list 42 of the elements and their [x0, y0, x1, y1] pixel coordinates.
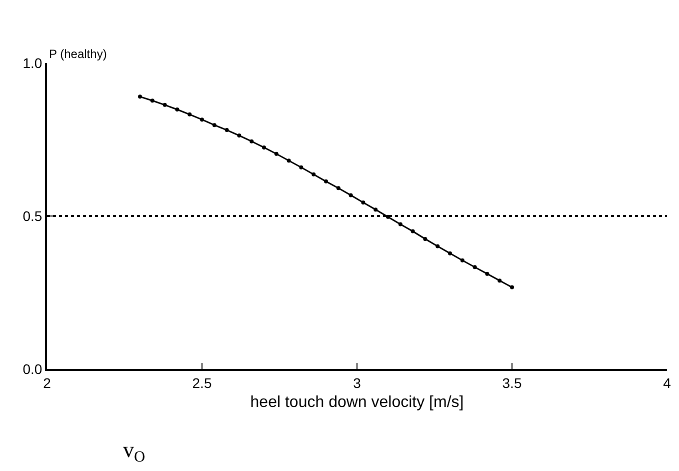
point [150, 98, 154, 103]
point [510, 285, 514, 290]
point [237, 134, 242, 138]
x-tick-label: 3.5 [502, 374, 522, 391]
y-tick-label: 0.5 [22, 208, 42, 224]
point [436, 244, 440, 248]
point [423, 236, 428, 241]
point [286, 158, 291, 163]
point [374, 208, 378, 212]
point [274, 152, 278, 156]
y-tick-label: 0.0 [22, 360, 42, 377]
point [485, 272, 490, 276]
point [175, 108, 180, 112]
point [224, 128, 229, 132]
point [386, 214, 390, 219]
x-tick-label: 2 [43, 374, 52, 391]
point [324, 179, 328, 184]
y-axis-title: P (healthy) [49, 47, 107, 61]
point [498, 278, 502, 283]
y-tick-label: 1.0 [22, 54, 42, 71]
point [138, 94, 142, 99]
point [250, 139, 254, 144]
point [162, 102, 167, 107]
text: v$_{O}$ [123, 437, 146, 466]
point [212, 123, 216, 128]
point [200, 118, 204, 122]
point [460, 258, 464, 262]
point [448, 251, 452, 256]
x-tick-label: 2.5 [192, 374, 212, 391]
point [312, 172, 316, 176]
x-tick-label: 4 [663, 374, 672, 391]
point [336, 186, 340, 190]
point [398, 222, 402, 226]
point [262, 145, 266, 150]
point [361, 200, 366, 205]
point [299, 165, 304, 170]
x-axis-title: heel touch down velocity [m/s] [250, 394, 464, 411]
point [188, 112, 192, 116]
point [410, 229, 415, 234]
point [348, 193, 353, 198]
x-tick-label: 3 [353, 374, 362, 391]
point [472, 265, 477, 270]
